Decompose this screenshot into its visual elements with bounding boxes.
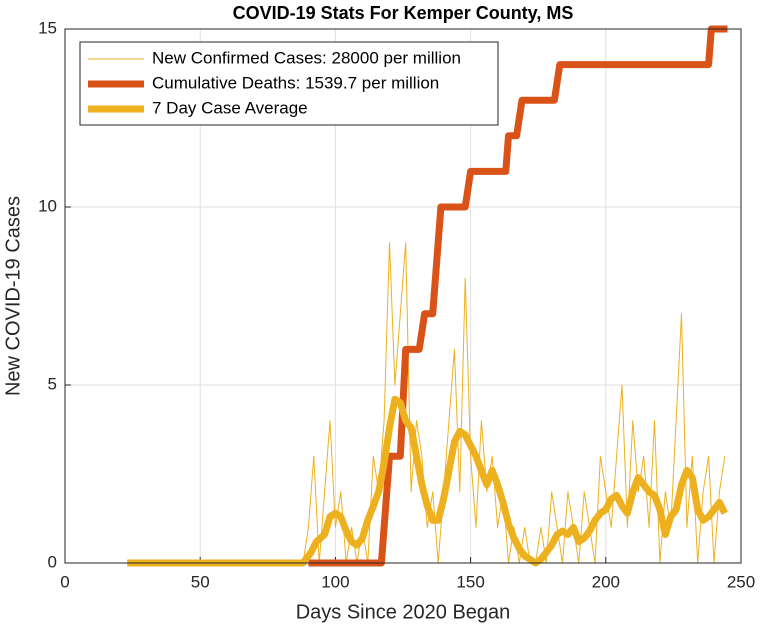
x-tick-label: 50 [191,572,210,591]
legend-label: 7 Day Case Average [152,98,308,117]
x-tick-label: 200 [592,572,620,591]
y-axis-label: New COVID-19 Cases [2,196,24,396]
x-tick-label: 100 [321,572,349,591]
y-tick-label: 5 [48,374,57,393]
axes-box [64,28,742,564]
series-line [127,242,726,564]
y-tick-label: 10 [38,196,57,215]
series-line [308,25,728,567]
x-tick-label: 250 [727,572,755,591]
chart-title: COVID-19 Stats For Kemper County, MS [233,3,574,23]
legend-label: Cumulative Deaths: 1539.7 per million [152,73,439,92]
x-tick-label: 0 [60,572,69,591]
legend-label: New Confirmed Cases: 28000 per million [152,48,461,67]
legend-box [79,41,499,126]
y-tick-label: 0 [48,552,57,571]
y-tick-label: 15 [38,18,57,37]
x-tick-label: 150 [456,572,484,591]
series-line [127,395,728,567]
x-axis-label: Days Since 2020 Began [296,601,511,623]
